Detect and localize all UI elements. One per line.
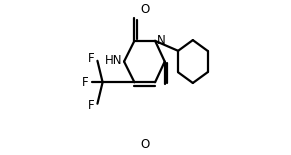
Text: O: O xyxy=(140,138,149,151)
Text: F: F xyxy=(82,76,89,89)
Text: O: O xyxy=(140,3,149,16)
Text: HN: HN xyxy=(105,54,123,67)
Text: F: F xyxy=(88,99,95,112)
Text: F: F xyxy=(88,52,95,65)
Text: N: N xyxy=(157,34,165,47)
